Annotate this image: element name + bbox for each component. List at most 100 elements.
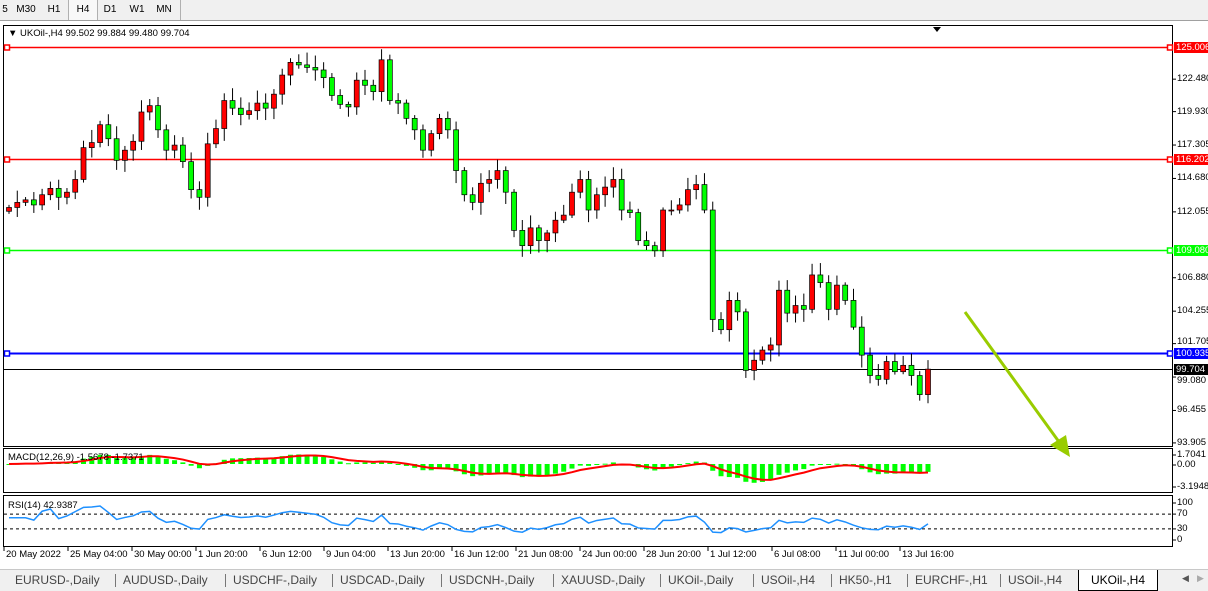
bearish-candle-body [585, 179, 592, 211]
scroll-right-arrow-icon[interactable]: ▶ [1197, 573, 1204, 583]
chart-window[interactable]: ▼ UKOil-,H4 99.502 99.884 99.480 99.704 … [0, 21, 1208, 567]
candle [287, 58, 294, 86]
bullish-candle-body [834, 284, 840, 310]
chart-tab[interactable]: EURCHF-,H1 [915, 573, 988, 587]
candle [734, 292, 741, 321]
rsi-axis-label: 0 [1177, 534, 1183, 545]
tab-separator [753, 574, 754, 587]
bearish-candle-body [875, 375, 882, 380]
macd-histogram-bar [519, 464, 525, 478]
macd-histogram-bar [105, 454, 111, 464]
candle [420, 124, 426, 158]
bearish-candle-body [908, 364, 915, 376]
chart-tab[interactable]: XAUUSD-,Daily [561, 573, 646, 587]
candle [146, 99, 153, 121]
chart-tab[interactable]: AUDUSD-,Daily [123, 573, 208, 587]
tab-separator [553, 574, 554, 587]
candle [883, 355, 890, 385]
candle [105, 114, 112, 147]
bullish-candle-body [776, 289, 782, 346]
time-axis-label: 13 Jun 20:00 [390, 549, 445, 560]
macd-histogram-bar [196, 464, 202, 469]
candle [196, 181, 203, 210]
macd-histogram-bar [263, 457, 269, 464]
collapse-triangle-icon[interactable]: ▼ [8, 28, 18, 39]
bullish-candle-body [287, 62, 294, 76]
chart-tab[interactable]: USDCHF-,Daily [233, 573, 317, 587]
timeframe-toolbar: 5 M30 H1 H4 D1 W1 MN [0, 0, 1208, 21]
timeframe-h1[interactable]: H1 [47, 4, 61, 15]
macd-histogram-bar [163, 458, 169, 464]
bullish-candle-body [900, 364, 907, 373]
level-anchor-handle [1166, 156, 1174, 163]
level-price-tag: 125.006 [1174, 42, 1208, 53]
bearish-candle-body [867, 354, 873, 376]
tab-separator [225, 574, 226, 587]
bearish-candle-body [411, 118, 418, 131]
bullish-candle-body [88, 142, 95, 148]
macd-histogram-bar [395, 464, 401, 465]
bearish-candle-body [800, 305, 807, 310]
bullish-candle-body [72, 179, 79, 193]
time-axis-label: 1 Jul 12:00 [710, 549, 757, 560]
macd-histogram-bar [735, 464, 741, 478]
candle [304, 52, 310, 73]
chart-canvas[interactable] [0, 21, 1208, 567]
bearish-candle-body [850, 300, 857, 328]
chart-tab[interactable]: USOil-,H4 [761, 573, 816, 587]
time-axis-label: 20 May 2022 [6, 549, 61, 560]
macd-histogram-bar [329, 459, 335, 464]
bullish-candle-body [213, 128, 219, 145]
timeframe-d1[interactable]: D1 [103, 4, 117, 15]
macd-histogram-bar [279, 456, 285, 464]
price-axis-label: 104.255 [1177, 305, 1208, 317]
macd-histogram-bar [884, 464, 890, 474]
price-axis-label: 93.905 [1177, 436, 1207, 448]
bearish-candle-body [635, 212, 642, 241]
timeframe-w1[interactable]: W1 [129, 4, 145, 15]
candle [122, 145, 128, 172]
bearish-candle-body [743, 311, 749, 371]
macd-histogram-bar [287, 454, 293, 464]
chart-tab[interactable]: USOil-,H4 [1008, 573, 1063, 587]
chart-tab[interactable]: USDCAD-,Daily [340, 573, 425, 587]
candle [569, 183, 575, 219]
price-axis-label: 112.055 [1177, 205, 1208, 217]
timeframe-mn[interactable]: MN [156, 4, 172, 15]
macd-histogram-bar [677, 464, 683, 466]
scroll-left-arrow-icon[interactable]: ◀ [1182, 573, 1189, 583]
time-axis-label: 28 Jun 20:00 [646, 549, 701, 560]
timeframe-h4[interactable]: H4 [68, 0, 98, 20]
bearish-candle-body [196, 189, 203, 198]
price-axis-label: 101.705 [1177, 336, 1208, 347]
bearish-candle-body [295, 62, 302, 66]
bullish-candle-body [14, 202, 21, 208]
bullish-candle-body [221, 100, 228, 129]
timeframe-5[interactable]: 5 [2, 4, 8, 15]
bearish-candle-body [461, 170, 468, 196]
macd-histogram-bar [180, 462, 186, 464]
chart-tab[interactable]: UKOil-,H4 [1078, 570, 1159, 591]
candle [204, 132, 211, 207]
chart-tab[interactable]: USDCNH-,Daily [449, 573, 535, 587]
candle [469, 187, 476, 211]
chart-tab[interactable]: UKOil-,Daily [668, 573, 734, 587]
bullish-candle-body [138, 111, 145, 142]
candle [337, 89, 344, 109]
macd-histogram-bar [544, 464, 550, 476]
macd-histogram-bar [875, 464, 881, 475]
macd-histogram-bar [437, 464, 443, 469]
price-axis-label: 117.305 [1177, 139, 1208, 151]
tab-separator [332, 574, 333, 587]
bullish-candle-body [47, 188, 54, 196]
bearish-candle-body [304, 64, 310, 68]
macd-histogram-bar [561, 464, 567, 472]
macd-histogram-bar [97, 454, 103, 464]
chart-tab[interactable]: HK50-,H1 [839, 573, 892, 587]
candle [726, 291, 733, 342]
bullish-candle-body [428, 133, 435, 151]
bearish-candle-body [709, 209, 716, 320]
timeframe-m30[interactable]: M30 [16, 4, 36, 15]
chart-tab[interactable]: EURUSD-,Daily [15, 573, 100, 587]
candle [792, 295, 799, 323]
